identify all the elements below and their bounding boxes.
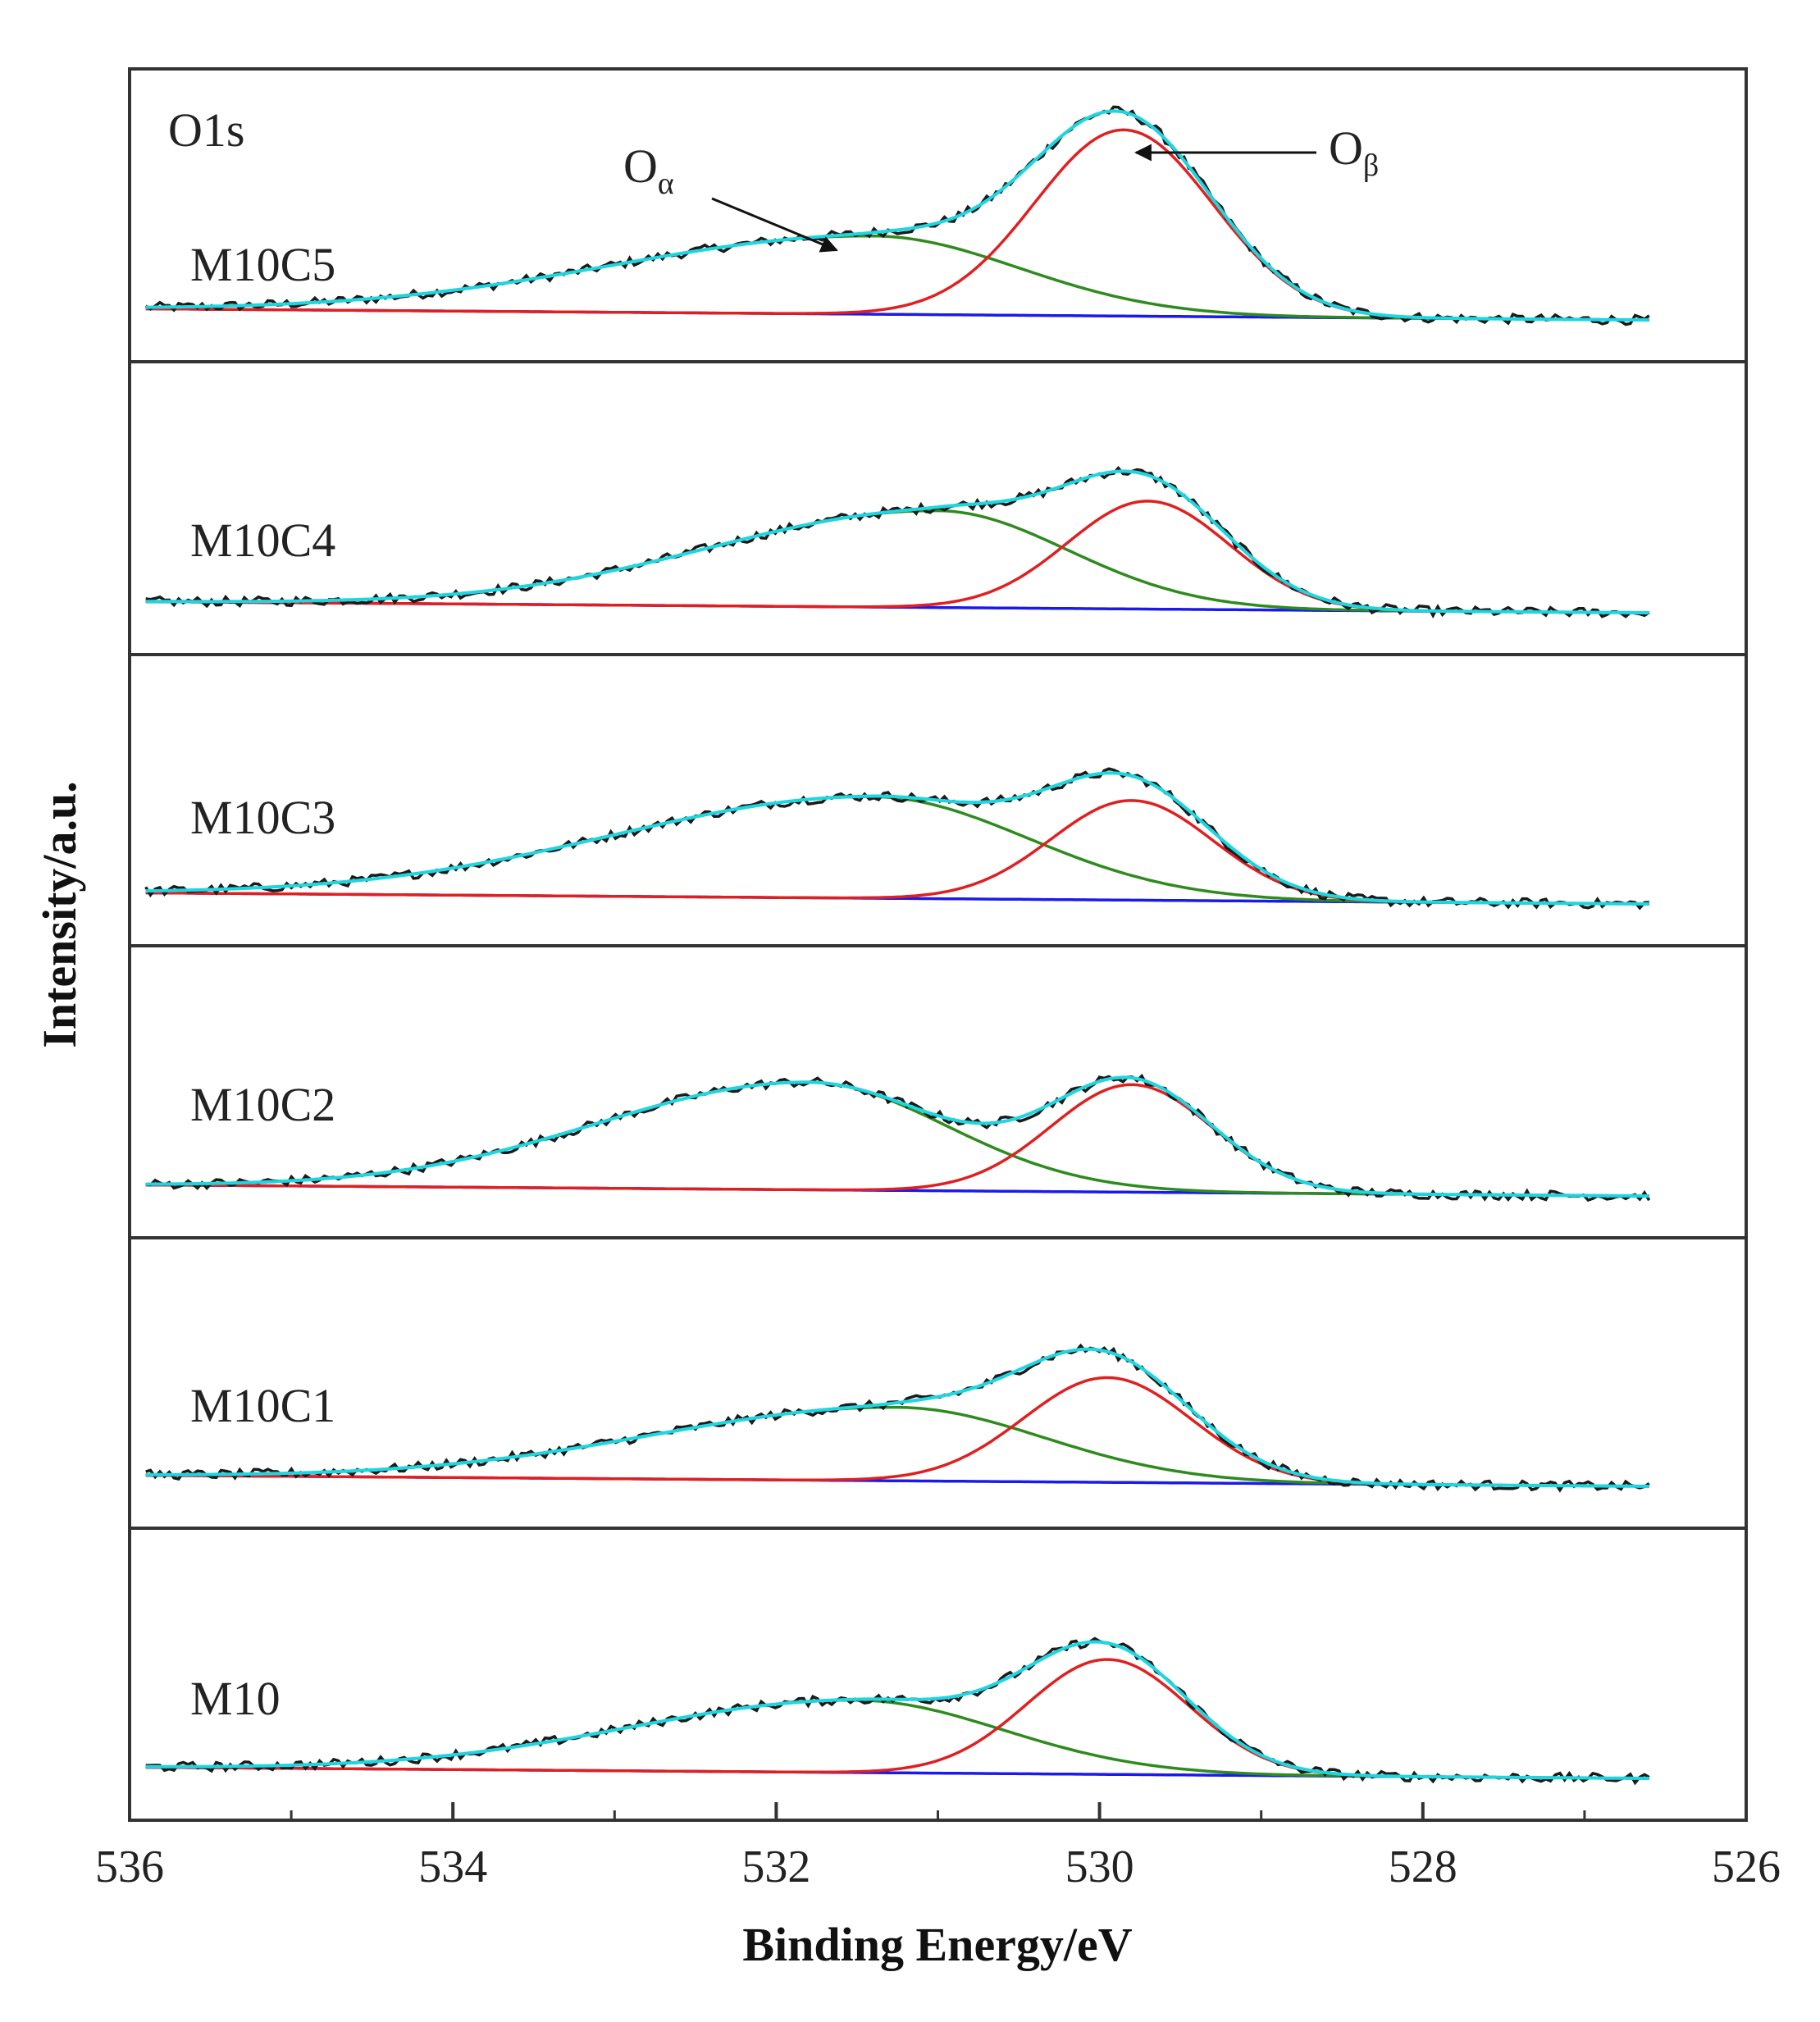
- o-beta-annotation: Oβ: [1329, 121, 1379, 183]
- panel-m10c1: [145, 1343, 1650, 1493]
- o-beta-line-m10c5: [145, 128, 1649, 322]
- o-alpha-line-m10c1: [145, 1405, 1649, 1488]
- labels-group: O1s Binding Energy/eV Intensity/a.u. M10…: [33, 103, 1379, 1971]
- panel-m10c2: [145, 1073, 1651, 1203]
- envelope-line-m10c3: [145, 771, 1649, 906]
- x-tick-label: 536: [95, 1842, 164, 1892]
- x-tick-label: 526: [1712, 1842, 1781, 1892]
- panel-m10: [145, 1636, 1650, 1786]
- envelope-line-m10c1: [145, 1347, 1649, 1488]
- x-tick-label: 532: [741, 1842, 810, 1892]
- x-tick-label: 534: [418, 1842, 487, 1892]
- envelope-line-m10c5: [145, 109, 1649, 322]
- sample-label-m10c4: M10C4: [190, 513, 335, 567]
- experimental-line-m10c5: [144, 105, 1650, 326]
- envelope-line-m10: [145, 1640, 1649, 1780]
- sample-label-m10c1: M10C1: [190, 1379, 335, 1432]
- x-axis-title: Binding Energy/eV: [742, 1918, 1132, 1971]
- o-beta-line-m10c4: [145, 500, 1649, 614]
- panels-group: [144, 105, 1651, 1786]
- x-tick-label: 530: [1065, 1842, 1134, 1892]
- o-alpha-annotation: Oα: [623, 139, 674, 201]
- y-axis-title: Intensity/a.u.: [33, 781, 86, 1048]
- panel-m10c3: [144, 767, 1649, 911]
- experimental-line-m10c4: [145, 466, 1650, 618]
- sample-label-m10c5: M10C5: [190, 238, 335, 291]
- envelope-line-m10c2: [145, 1075, 1649, 1198]
- sample-label-m10c2: M10C2: [190, 1078, 335, 1131]
- o-alpha-line-m10c3: [145, 795, 1649, 906]
- sample-label-m10c3: M10C3: [190, 791, 335, 844]
- x-tick-label: 528: [1389, 1842, 1457, 1892]
- o-alpha-arrow: [711, 197, 838, 253]
- experimental-line-m10c3: [144, 767, 1649, 911]
- o-beta-line-m10c3: [145, 799, 1649, 906]
- envelope-line-m10c4: [145, 469, 1649, 615]
- panel-m10c5: [144, 105, 1650, 326]
- panel-m10c4: [145, 466, 1650, 618]
- sample-label-m10: M10: [190, 1672, 281, 1725]
- axes-group: 536 534 532 530 528 526: [95, 67, 1781, 1892]
- panel-annotation-o1s: O1s: [168, 103, 244, 157]
- experimental-line-m10c2: [145, 1073, 1651, 1203]
